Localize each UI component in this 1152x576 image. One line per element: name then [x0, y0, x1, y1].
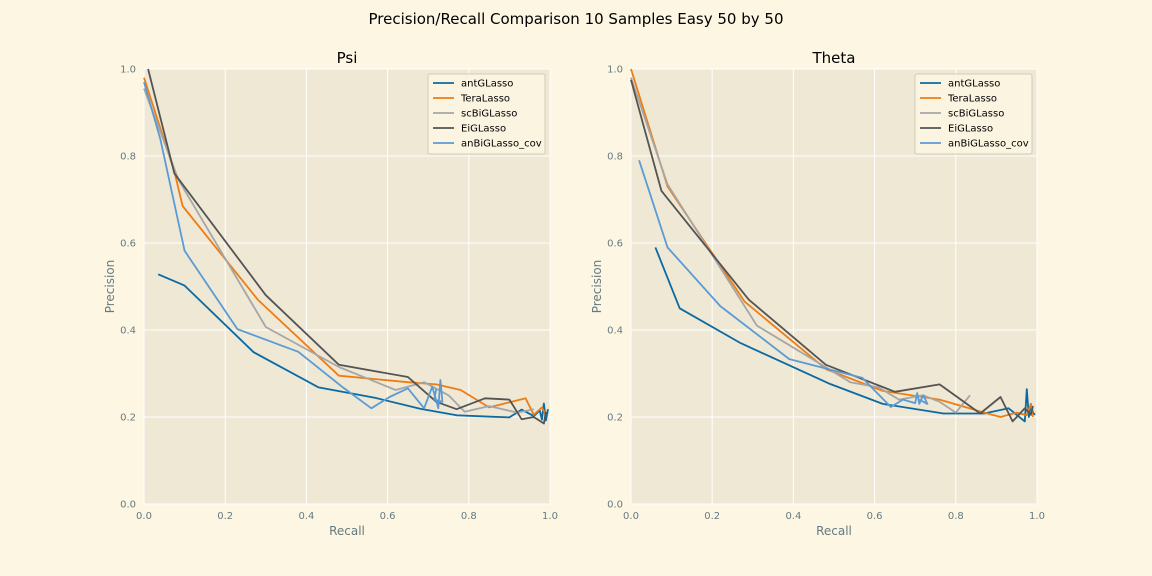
y-tick-label: 0.6 — [120, 239, 136, 250]
series-line-EiGLasso — [147, 68, 547, 425]
y-tick-label: 0.0 — [607, 500, 623, 511]
legend: antGLasso TeraLasso scBiGLasso EiGLasso anBi… — [914, 73, 1033, 155]
y-axis-label: Precision — [590, 260, 604, 314]
legend-entry-label: antGLasso — [948, 79, 1000, 90]
legend-entry-label: EiGLasso — [461, 124, 506, 135]
legend: antGLasso TeraLasso scBiGLasso EiGLasso anBi… — [427, 73, 546, 155]
y-tick-label: 1.0 — [607, 65, 623, 76]
series-line-TeraLasso — [143, 77, 547, 416]
x-tick-label: 0.0 — [136, 511, 152, 522]
y-tick-label: 0.8 — [120, 152, 136, 163]
x-tick-label: 0.8 — [948, 511, 964, 522]
x-tick-label: 0.2 — [217, 511, 233, 522]
x-tick-label: 1.0 — [1029, 511, 1045, 522]
legend-entry-label: antGLasso — [461, 79, 513, 90]
x-tick-label: 0.6 — [867, 511, 883, 522]
legend-entry-label: TeraLasso — [947, 94, 997, 105]
series-line-anBiGLasso_cov — [143, 81, 444, 410]
chart-title: Psi — [337, 49, 358, 67]
y-tick-label: 1.0 — [120, 65, 136, 76]
y-tick-label: 0.4 — [120, 326, 136, 337]
legend-entry-label: scBiGLasso — [948, 109, 1004, 120]
x-tick-label: 0.4 — [298, 511, 314, 522]
x-tick-label: 0.2 — [704, 511, 720, 522]
x-tick-label: 1.0 — [542, 511, 558, 522]
legend-box — [914, 73, 1033, 155]
x-tick-label: 0.0 — [623, 511, 639, 522]
legend-entry-label: TeraLasso — [460, 94, 510, 105]
y-tick-label: 0.2 — [120, 413, 136, 424]
y-tick-label: 0.4 — [607, 326, 623, 337]
plot-area: 0.0 0.2 0.4 0.6 0.8 1.0 0.0 0.2 0.4 0.6 0.8 1.0 antG… — [607, 65, 1045, 523]
series-line-scBiGLasso — [630, 77, 971, 414]
legend-entry-label: anBiGLasso_cov — [948, 139, 1029, 150]
y-axis-label: Precision — [103, 260, 117, 314]
x-tick-label: 0.8 — [461, 511, 477, 522]
x-tick-label: 0.6 — [380, 511, 396, 522]
x-tick-label: 0.4 — [785, 511, 801, 522]
chart-psi: 0.0 0.2 0.4 0.6 0.8 1.0 0.0 0.2 0.4 0.6 0.8 1.0 antG… — [103, 49, 558, 538]
y-tick-label: 0.0 — [120, 500, 136, 511]
series-line-EiGLasso — [630, 79, 1034, 423]
x-axis-label: Recall — [816, 524, 852, 538]
chart-theta: 0.0 0.2 0.4 0.6 0.8 1.0 0.0 0.2 0.4 0.6 0.8 1.0 antG… — [590, 49, 1045, 538]
x-axis-label: Recall — [329, 524, 365, 538]
y-tick-label: 0.8 — [607, 152, 623, 163]
chart-title: Theta — [812, 49, 856, 67]
legend-entry-label: anBiGLasso_cov — [461, 139, 542, 150]
series-line-scBiGLasso — [143, 88, 534, 414]
y-tick-label: 0.6 — [607, 239, 623, 250]
figure-suptitle: Precision/Recall Comparison 10 Samples E… — [369, 10, 784, 28]
series-line-anBiGLasso_cov — [638, 160, 929, 408]
plot-area: 0.0 0.2 0.4 0.6 0.8 1.0 0.0 0.2 0.4 0.6 0.8 1.0 antG… — [120, 65, 558, 523]
legend-box — [427, 73, 546, 155]
y-tick-label: 0.2 — [607, 413, 623, 424]
legend-entry-label: scBiGLasso — [461, 109, 517, 120]
legend-entry-label: EiGLasso — [948, 124, 993, 135]
